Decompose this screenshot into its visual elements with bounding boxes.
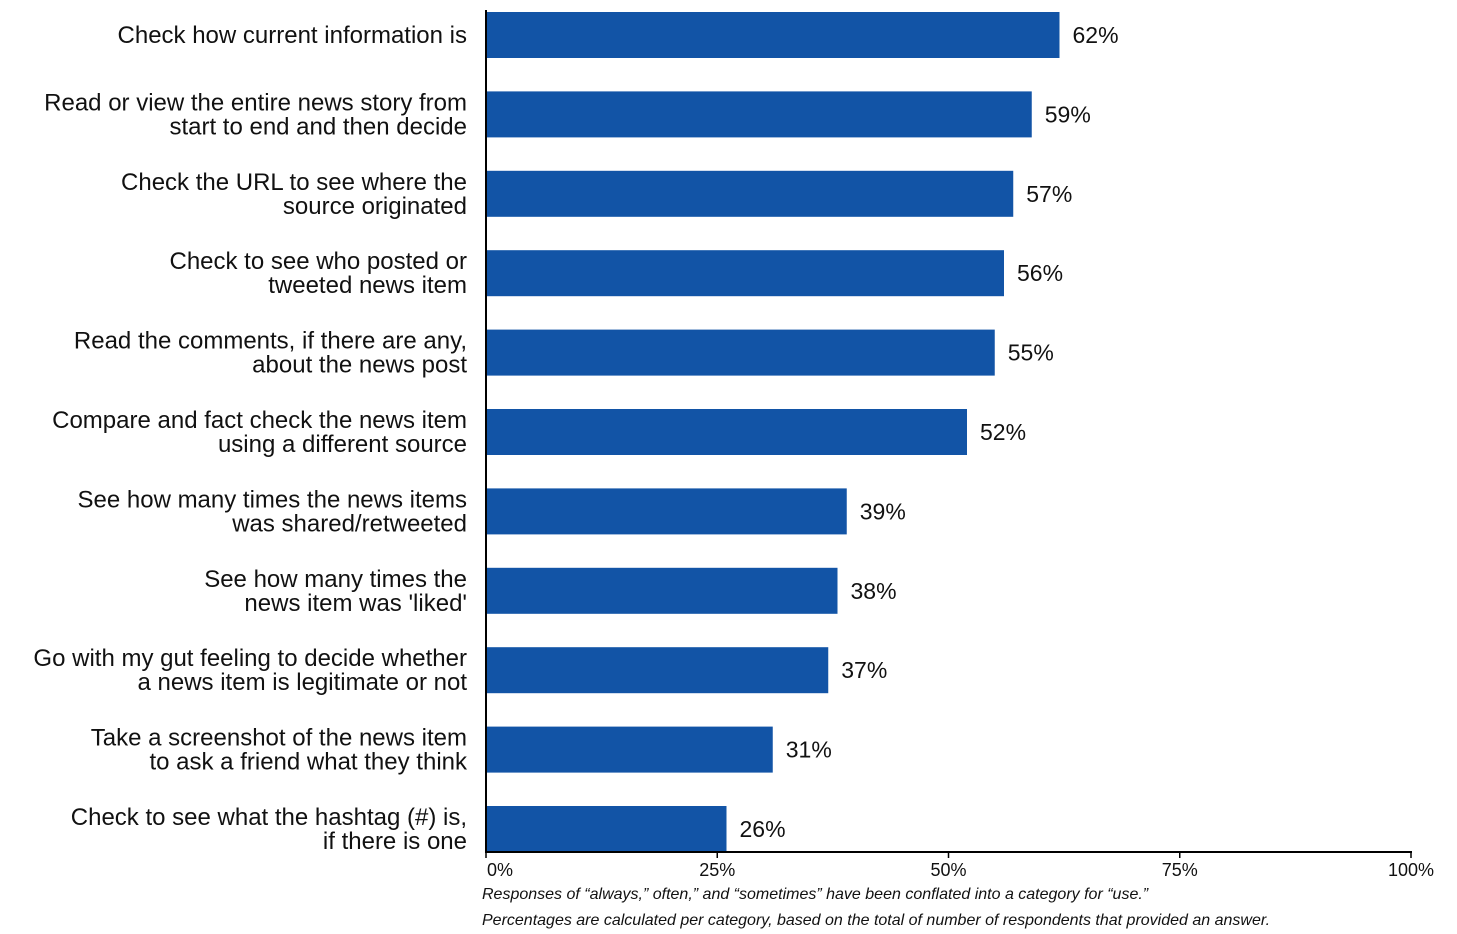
- category-label: Check how current information is: [118, 22, 467, 49]
- x-tick-label: 50%: [930, 860, 966, 880]
- category-label: Check the URL to see where the source ori…: [121, 169, 467, 220]
- bar: [486, 250, 1004, 297]
- bar-value-label: 52%: [980, 419, 1026, 445]
- footnote-line-1: Responses of “always,” often,” and “some…: [482, 886, 1149, 903]
- x-tick-label: 0%: [487, 860, 513, 880]
- bar: [486, 488, 847, 535]
- category-label: Check to see what the hashtag (#) is, if …: [71, 804, 467, 855]
- category-label: Check to see who posted or tweeted news i…: [169, 248, 467, 299]
- category-label: Go with my gut feeling to decide whether…: [33, 645, 467, 696]
- bar-value-label: 37%: [841, 657, 887, 683]
- x-tick-label: 75%: [1162, 860, 1198, 880]
- category-label: Take a screenshot of the news item to ask…: [91, 725, 468, 776]
- bar: [486, 170, 1014, 217]
- footnote-line-2: Percentages are calculated per category,…: [482, 912, 1271, 929]
- bar: [486, 726, 773, 773]
- bar: [486, 806, 727, 852]
- bar: [486, 409, 967, 455]
- category-label: Read or view the entire news story from s…: [44, 89, 467, 140]
- bar: [486, 647, 829, 694]
- bar: [486, 12, 1060, 58]
- x-tick-label: 100%: [1388, 860, 1434, 880]
- bar-value-label: 59%: [1045, 101, 1091, 127]
- bar: [486, 329, 995, 376]
- category-label: See how many times the news item was 'lik…: [204, 566, 467, 617]
- bar-value-label: 31%: [786, 737, 832, 763]
- bar-value-label: 56%: [1017, 260, 1063, 286]
- bar-value-label: 39%: [860, 498, 906, 524]
- bar-value-label: 38%: [851, 578, 897, 604]
- bar-value-label: 57%: [1026, 181, 1072, 207]
- category-label: Read the comments, if there are any, abou…: [74, 328, 467, 379]
- bar-value-label: 26%: [740, 816, 786, 842]
- bar-value-label: 55%: [1008, 340, 1054, 366]
- bar-value-label: 62%: [1073, 22, 1119, 48]
- bar: [486, 567, 838, 614]
- category-label: Compare and fact check the news item usin…: [52, 407, 467, 458]
- bar: [486, 91, 1032, 138]
- x-tick-label: 25%: [699, 860, 735, 880]
- category-label: See how many times the news items was sha…: [78, 486, 468, 537]
